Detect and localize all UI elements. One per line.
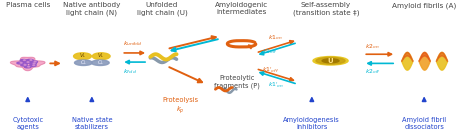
Ellipse shape xyxy=(313,56,348,65)
Polygon shape xyxy=(10,57,45,71)
Text: $k1_{on}$: $k1_{on}$ xyxy=(268,33,283,42)
Ellipse shape xyxy=(316,57,345,64)
Circle shape xyxy=(24,62,30,63)
Ellipse shape xyxy=(74,60,92,65)
Circle shape xyxy=(33,63,35,64)
Ellipse shape xyxy=(322,59,339,63)
Text: $k_{unfold}$: $k_{unfold}$ xyxy=(123,39,143,48)
Text: $k2_{on}$: $k2_{on}$ xyxy=(365,42,379,51)
Text: $k2_{off}$: $k2_{off}$ xyxy=(365,67,380,76)
Circle shape xyxy=(25,66,31,68)
Ellipse shape xyxy=(73,53,91,60)
Text: Amyloid fibril
dissociators: Amyloid fibril dissociators xyxy=(402,117,446,130)
Text: Amyloid fibrils (A): Amyloid fibrils (A) xyxy=(392,2,456,8)
Circle shape xyxy=(34,61,36,62)
Circle shape xyxy=(27,66,29,67)
Text: $C_{\mathit{L}}$: $C_{\mathit{L}}$ xyxy=(80,58,87,67)
Text: Amyloidogenesis
inhibitors: Amyloidogenesis inhibitors xyxy=(283,117,340,130)
Text: Amyloidogenic
intermediates: Amyloidogenic intermediates xyxy=(215,2,268,15)
Ellipse shape xyxy=(91,60,109,65)
Circle shape xyxy=(20,60,27,61)
Text: Proteolysis
$k_p$: Proteolysis $k_p$ xyxy=(163,97,199,116)
Text: U: U xyxy=(328,58,333,64)
Circle shape xyxy=(27,59,33,61)
Circle shape xyxy=(21,64,27,66)
Ellipse shape xyxy=(92,53,110,60)
Text: $k1'_{on}$: $k1'_{on}$ xyxy=(268,81,284,91)
Circle shape xyxy=(29,65,36,66)
Text: $k1_{off}$: $k1_{off}$ xyxy=(262,47,277,56)
Text: Self-assembly
(transition state ‡): Self-assembly (transition state ‡) xyxy=(292,2,359,15)
Text: Plasma cells: Plasma cells xyxy=(6,2,50,8)
Circle shape xyxy=(17,62,24,64)
Text: Native state
stabilizers: Native state stabilizers xyxy=(72,117,112,130)
Text: $V_{\mathit{L}}$: $V_{\mathit{L}}$ xyxy=(79,51,86,60)
Circle shape xyxy=(33,65,35,66)
Text: $k_{fold}$: $k_{fold}$ xyxy=(123,67,137,76)
Text: $V_{\mathit{L}}$: $V_{\mathit{L}}$ xyxy=(98,51,105,60)
Text: $k1'_{off}$: $k1'_{off}$ xyxy=(262,65,279,75)
Text: Unfolded
light chain (U): Unfolded light chain (U) xyxy=(137,2,187,15)
Text: Cytotoxic
agents: Cytotoxic agents xyxy=(12,117,43,130)
Text: $C_{\mathit{L}}$: $C_{\mathit{L}}$ xyxy=(97,58,104,67)
Circle shape xyxy=(31,61,37,63)
Circle shape xyxy=(30,63,36,65)
Text: Native antibody
light chain (N): Native antibody light chain (N) xyxy=(63,2,120,15)
Text: Proteolytic
fragments (P): Proteolytic fragments (P) xyxy=(214,75,260,89)
